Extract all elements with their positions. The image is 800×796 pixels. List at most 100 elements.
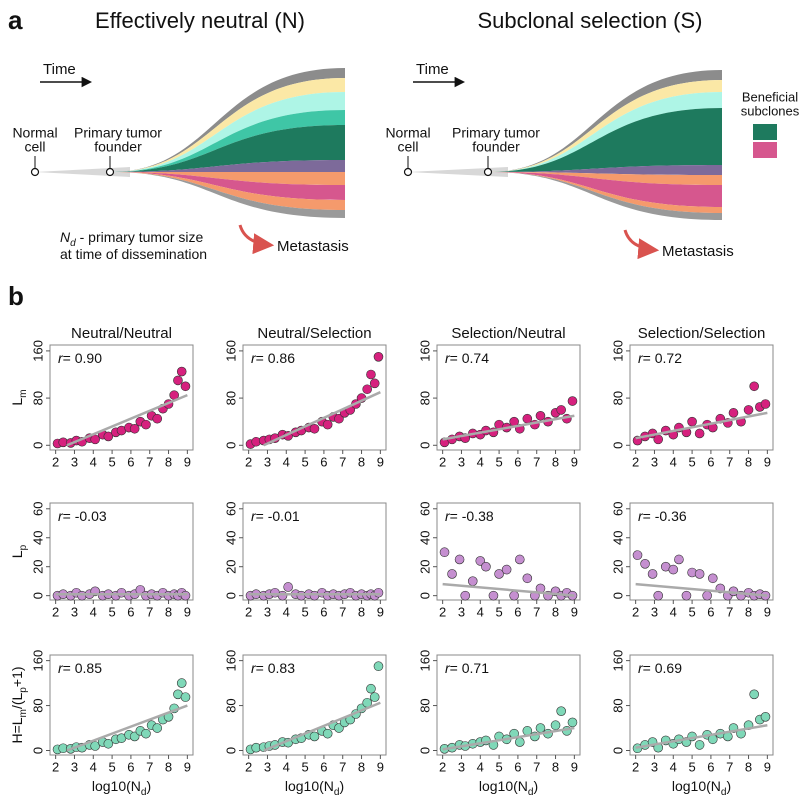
x-tick-label: 3 <box>651 759 658 774</box>
y-tick-label: 80 <box>30 391 45 405</box>
plot-frame <box>242 344 387 451</box>
x-tick-label: 9 <box>571 604 578 619</box>
point <box>309 423 320 434</box>
metastasis-arrow <box>238 224 275 255</box>
y-tick-label: 20 <box>417 559 432 573</box>
point <box>640 559 650 569</box>
y-tick-label: 0 <box>30 592 45 599</box>
point <box>556 405 566 415</box>
clone-band <box>488 172 722 213</box>
y-tick-label: 160 <box>610 650 625 672</box>
y-tick-label: 40 <box>417 531 432 545</box>
r-symbol: r <box>445 660 451 676</box>
clone-band <box>488 80 722 172</box>
x-tick-label: 2 <box>245 454 252 469</box>
x-axis-label: log10(Nd) <box>92 778 151 796</box>
x-tick-label: 7 <box>533 759 540 774</box>
x-tick-label: 6 <box>707 454 714 469</box>
text-segment: +1) <box>9 666 25 687</box>
point <box>322 419 333 430</box>
x-axis-label: log10(Nd) <box>479 778 538 796</box>
y-tick-label: 60 <box>417 502 432 516</box>
point <box>694 569 705 579</box>
x-tick-label: 9 <box>571 454 578 469</box>
text-segment: d <box>70 238 76 249</box>
y-tick-label: 0 <box>417 592 432 599</box>
clone-band <box>488 172 722 220</box>
x-tick-label: 2 <box>439 759 446 774</box>
fit-line <box>635 582 768 597</box>
x-tick-label: 6 <box>320 759 327 774</box>
x-tick-label: 2 <box>245 759 252 774</box>
r-symbol: r <box>445 350 451 366</box>
clone-band <box>110 125 345 172</box>
row-label: Lm <box>9 389 29 405</box>
x-tick-label: 7 <box>146 604 153 619</box>
correlation: r= -0.38 <box>445 508 494 524</box>
x-axis-label: log10(Nd) <box>285 778 344 796</box>
point <box>514 554 525 565</box>
x-tick-label: 9 <box>764 604 771 619</box>
point <box>522 573 533 584</box>
y-tick-label: 60 <box>223 502 238 516</box>
r-value: = -0.01 <box>256 508 300 524</box>
point <box>460 590 471 601</box>
y-tick-label: 0 <box>30 442 45 449</box>
point <box>366 369 376 380</box>
point <box>687 416 697 427</box>
point <box>728 408 739 418</box>
point <box>176 678 187 688</box>
x-tick-label: 8 <box>745 604 752 619</box>
diagram-title: Subclonal selection (S) <box>477 8 702 33</box>
y-tick-label: 160 <box>223 340 238 362</box>
text-segment: at time of dissemination <box>60 246 207 262</box>
correlation: r= 0.72 <box>638 350 682 366</box>
x-tick-label: 4 <box>90 604 97 619</box>
r-symbol: r <box>251 508 257 524</box>
x-tick-label: 4 <box>477 759 484 774</box>
text-segment: p <box>18 544 29 550</box>
x-tick-label: 9 <box>571 759 578 774</box>
point <box>152 723 163 733</box>
r-value: = 0.74 <box>450 350 490 366</box>
stem <box>35 167 130 177</box>
x-tick-label: 7 <box>339 604 346 619</box>
annotation: Nd - primary tumor size <box>60 229 204 249</box>
column-title: Selection/Neutral <box>451 325 565 342</box>
x-tick-label: 8 <box>165 759 172 774</box>
r-value: = 0.72 <box>643 350 683 366</box>
point <box>743 405 754 415</box>
text-segment: d <box>721 787 727 796</box>
clone-band <box>110 68 345 172</box>
r-symbol: r <box>58 660 64 676</box>
point <box>467 576 478 586</box>
r-symbol: r <box>251 660 257 676</box>
x-tick-label: 7 <box>146 454 153 469</box>
text-segment: H=L <box>9 717 25 743</box>
x-tick-label: 4 <box>283 759 290 774</box>
correlation: r= 0.90 <box>58 350 102 366</box>
x-tick-label: 2 <box>52 604 59 619</box>
correlation: r= 0.71 <box>445 660 489 676</box>
clone-band <box>110 78 345 172</box>
y-tick-label: 80 <box>610 698 625 712</box>
x-tick-label: 7 <box>533 604 540 619</box>
x-tick-label: 3 <box>264 604 271 619</box>
y-tick-label: 80 <box>417 698 432 712</box>
legend-title: Beneficial <box>742 89 798 104</box>
point <box>509 590 519 601</box>
x-tick-label: 3 <box>458 604 465 619</box>
y-tick-label: 20 <box>223 559 238 573</box>
x-tick-label: 7 <box>726 454 733 469</box>
x-tick-label: 6 <box>514 759 521 774</box>
x-tick-label: 8 <box>745 759 752 774</box>
text-segment: d <box>141 787 147 796</box>
y-tick-label: 60 <box>610 502 625 516</box>
text-segment: ) <box>726 778 731 794</box>
x-tick-label: 2 <box>245 604 252 619</box>
clone-band <box>488 92 722 172</box>
point <box>707 573 718 584</box>
fit-line <box>66 393 188 447</box>
point <box>180 381 191 392</box>
x-tick-label: 8 <box>358 604 365 619</box>
